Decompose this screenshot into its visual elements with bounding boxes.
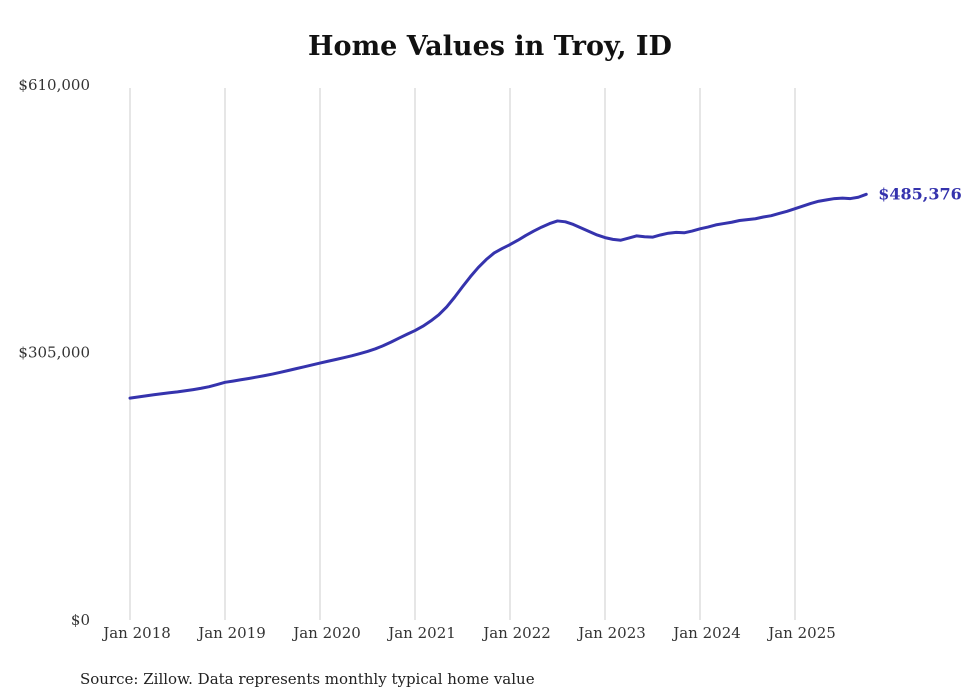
chart-title: Home Values in Troy, ID [308, 31, 672, 62]
x-tick-label: Jan 2025 [766, 624, 836, 642]
end-value-label: $485,376 [878, 184, 962, 203]
y-tick-label: $610,000 [18, 76, 90, 94]
y-tick-label: $305,000 [18, 344, 90, 362]
x-tick-label: Jan 2019 [196, 624, 266, 642]
y-tick-label: $0 [71, 611, 90, 629]
x-axis-labels-group: Jan 2018 Jan 2019 Jan 2020 Jan 2021 Jan 2022… [101, 624, 836, 642]
home-value-line [128, 192, 868, 400]
x-tick-label: Jan 2018 [101, 624, 171, 642]
x-tick-label: Jan 2024 [671, 624, 741, 642]
source-note: Source: Zillow. Data represents monthly … [80, 670, 535, 688]
x-tick-label: Jan 2021 [386, 624, 456, 642]
x-tick-label: Jan 2023 [576, 624, 646, 642]
x-tick-label: Jan 2022 [481, 624, 551, 642]
y-axis-labels-group: $610,000 $305,000 $0 [18, 76, 90, 629]
x-tick-label: Jan 2020 [291, 624, 361, 642]
year-gridlines-group [129, 88, 796, 620]
